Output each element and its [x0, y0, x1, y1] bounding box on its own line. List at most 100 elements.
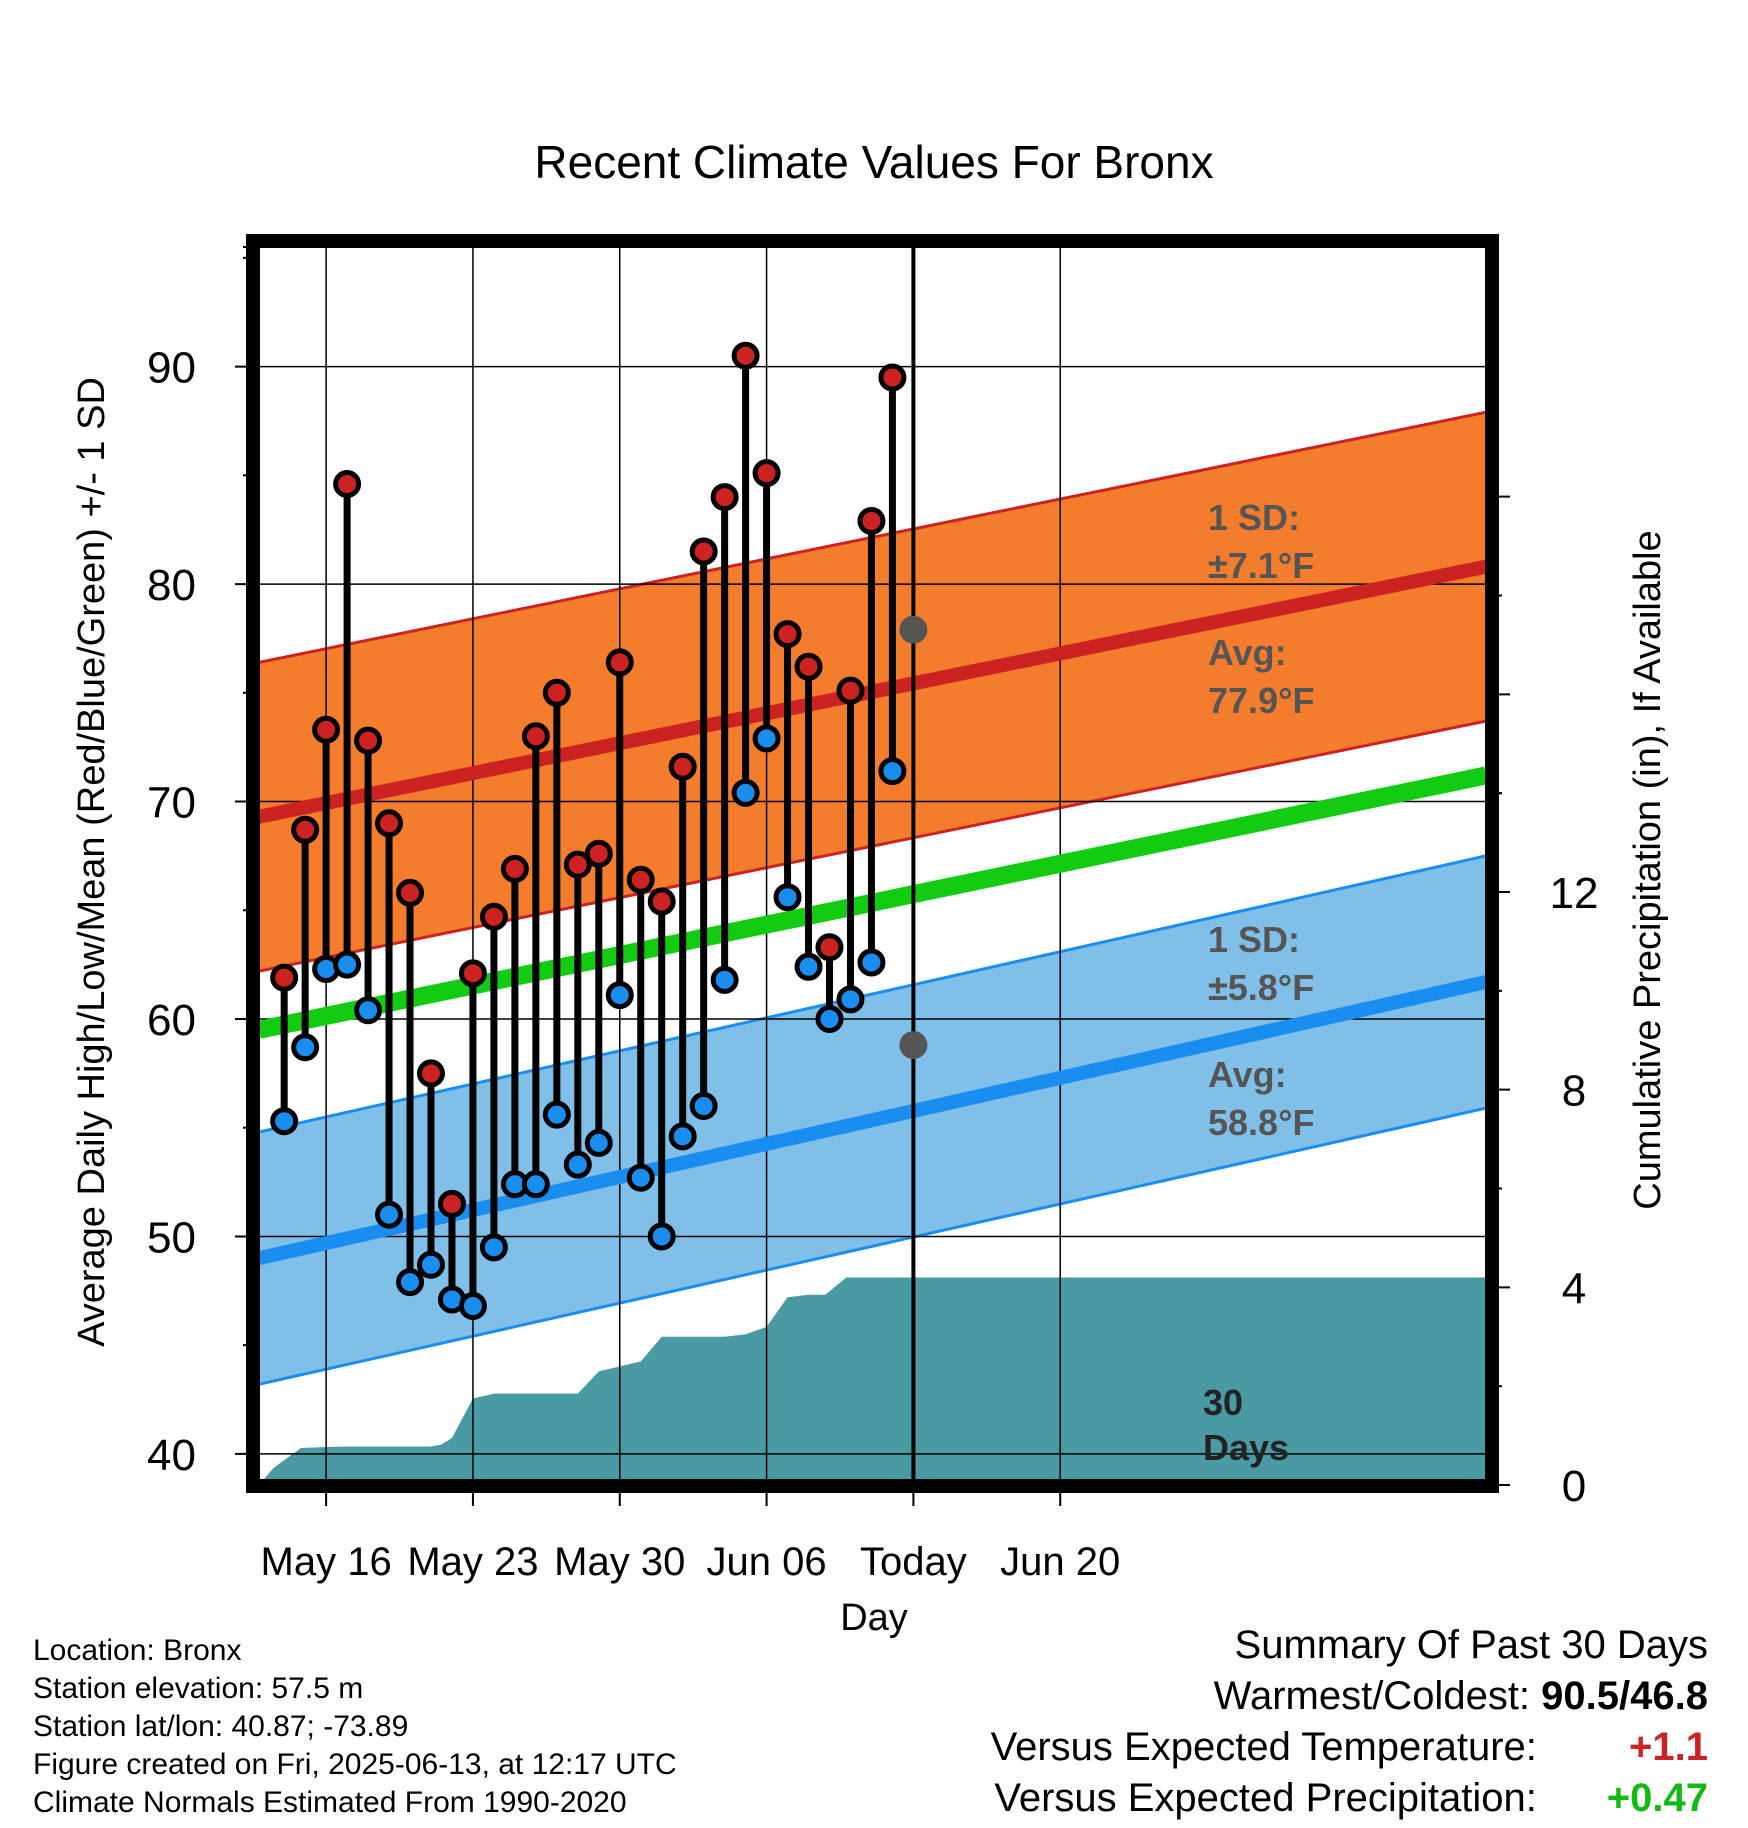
- y-tick-label: 80: [147, 561, 196, 610]
- daily-high-point: [521, 722, 550, 751]
- daily-high-point: [647, 887, 676, 916]
- daily-low-point: [710, 965, 739, 994]
- x-tick-label: Today: [860, 1540, 967, 1584]
- low-band-upper-edge: [259, 854, 1486, 1134]
- daily-high-point: [396, 878, 425, 907]
- normals-text: Climate Normals Estimated From 1990-2020: [33, 1786, 627, 1819]
- daily-high-point: [354, 726, 383, 755]
- y-tick-label: 60: [147, 996, 196, 1045]
- daily-low-point: [605, 981, 634, 1010]
- daily-high-point: [542, 678, 571, 707]
- daily-low-point: [354, 996, 383, 1025]
- y-axis-label: Average Daily High/Low/Mean (Red/Blue/Gr…: [71, 377, 113, 1347]
- daily-low-point: [836, 985, 865, 1014]
- daily-high-point: [710, 483, 739, 512]
- low-band-lower-edge: [259, 1106, 1486, 1386]
- x-tick-label: May 16: [261, 1540, 392, 1584]
- y-tick-label: 40: [147, 1431, 196, 1480]
- high-sd-value: ±7.1°F: [1208, 545, 1314, 586]
- daily-low-point: [878, 757, 907, 786]
- daily-high-point: [773, 620, 802, 649]
- daily-high-point: [731, 341, 760, 370]
- low-sd-label: 1 SD:: [1208, 919, 1300, 960]
- daily-high-point: [815, 933, 844, 962]
- daily-low-point: [563, 1150, 592, 1179]
- low-avg-value: 58.8°F: [1208, 1102, 1314, 1143]
- daily-low-point: [794, 952, 823, 981]
- warmest-coldest-value: 90.5/46.8: [1541, 1674, 1708, 1718]
- daily-low-point: [479, 1233, 508, 1262]
- station-info: Location: Bronx Station elevation: 57.5 …: [33, 1632, 677, 1822]
- y-tick-label: 90: [147, 344, 196, 393]
- location-text: Location: Bronx: [33, 1634, 242, 1667]
- plot-area: [259, 247, 1486, 1480]
- precip-area: [263, 1277, 1486, 1480]
- y-tick-label: 50: [147, 1213, 196, 1262]
- today-high-avg-point: [899, 615, 928, 644]
- precip-departure-value: +0.47: [1606, 1776, 1708, 1820]
- x-axis-label: Day: [840, 1597, 908, 1639]
- chart-title: Recent Climate Values For Bronx: [534, 136, 1213, 188]
- daily-low-point: [416, 1250, 445, 1279]
- days-count-label: 30: [1203, 1382, 1243, 1423]
- daily-high-point: [375, 809, 404, 838]
- daily-low-point: [396, 1268, 425, 1297]
- daily-high-point: [794, 652, 823, 681]
- daily-high-point: [479, 902, 508, 931]
- daily-low-point: [375, 1200, 404, 1229]
- precip-departure-row: Versus Expected Precipitation: +0.47: [991, 1773, 1708, 1824]
- low-avg-label: Avg:: [1208, 1054, 1287, 1095]
- y-tick-label: 70: [147, 779, 196, 828]
- high-avg-label: Avg:: [1208, 632, 1287, 673]
- daily-low-point: [270, 1107, 299, 1136]
- y2-tick-label: 0: [1562, 1462, 1586, 1511]
- daily-low-point: [773, 883, 802, 912]
- daily-high-point: [500, 854, 529, 883]
- daily-low-point: [584, 1128, 613, 1157]
- daily-high-point: [416, 1059, 445, 1088]
- daily-low-point: [333, 950, 362, 979]
- annotations: 1 SD: ±7.1°F Avg: 77.9°F 1 SD: ±5.8°F Avg: 58.8…: [1203, 497, 1314, 1468]
- temp-departure-label: Versus Expected Temperature:: [990, 1725, 1537, 1769]
- daily-low-point: [731, 778, 760, 807]
- daily-high-point: [605, 648, 634, 677]
- daily-low-point: [668, 1122, 697, 1151]
- daily-high-point: [626, 865, 655, 894]
- y2-tick-label: 4: [1562, 1264, 1586, 1313]
- daily-low-point: [752, 724, 781, 753]
- daily-high-point: [563, 850, 592, 879]
- y2-tick-label: 8: [1562, 1067, 1586, 1116]
- daily-low-point: [815, 1004, 844, 1033]
- x-tick-label: Jun 06: [707, 1540, 827, 1584]
- x-tick-label: May 30: [554, 1540, 685, 1584]
- daily-low-point: [857, 948, 886, 977]
- high-avg-value: 77.9°F: [1208, 680, 1314, 721]
- high-sd-label: 1 SD:: [1208, 497, 1300, 538]
- daily-high-point: [312, 715, 341, 744]
- daily-low-point: [542, 1100, 571, 1129]
- daily-high-point: [878, 363, 907, 392]
- daily-high-point: [270, 963, 299, 992]
- summary-panel: Summary Of Past 30 Days Warmest/Coldest:…: [991, 1620, 1708, 1824]
- warmest-coldest-row: Warmest/Coldest: 90.5/46.8: [991, 1671, 1708, 1722]
- elevation-text: Station elevation: 57.5 m: [33, 1672, 364, 1705]
- daily-high-point: [836, 676, 865, 705]
- y2-axis-label: Cumulative Precipitation (in), If Availa…: [1627, 530, 1669, 1209]
- precip-departure-label: Versus Expected Precipitation:: [994, 1776, 1537, 1820]
- daily-high-point: [689, 537, 718, 566]
- days-word-label: Days: [1203, 1427, 1289, 1468]
- daily-high-point: [857, 507, 886, 535]
- daily-low-point: [521, 1170, 550, 1199]
- low-sd-value: ±5.8°F: [1208, 967, 1314, 1008]
- temp-departure-value: +1.1: [1629, 1725, 1708, 1769]
- created-text: Figure created on Fri, 2025-06-13, at 12…: [33, 1748, 677, 1781]
- latlon-text: Station lat/lon: 40.87; -73.89: [33, 1710, 409, 1743]
- daily-high-point: [291, 815, 320, 844]
- daily-low-point: [647, 1222, 676, 1251]
- daily-high-point: [752, 459, 781, 488]
- axes: 40 50 60 70 80 90 0 4 8 12 May 16 May 23 May 30 Jun 0…: [147, 234, 1598, 1584]
- daily-high-point: [458, 959, 487, 988]
- today-low-avg-point: [899, 1031, 928, 1060]
- daily-low-point: [626, 1163, 655, 1192]
